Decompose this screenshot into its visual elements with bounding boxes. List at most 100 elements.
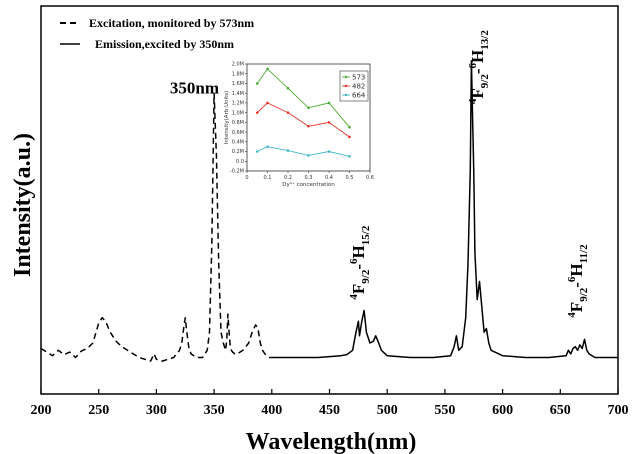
transition-label: 4F9/2-6H13/2 xyxy=(467,30,491,104)
inset-point-573 xyxy=(327,101,331,105)
inset-y-tick-label: 1.8M xyxy=(232,71,244,77)
legend-label-excitation: Excitation, monitored by 573nm xyxy=(89,16,254,30)
x-tick-label: 650 xyxy=(550,403,571,418)
inset-y-tick-label: 2.0M xyxy=(232,62,244,68)
inset-y-tick-label: 0.0 xyxy=(236,159,244,165)
x-tick-label: 700 xyxy=(608,403,629,418)
inset-point-482 xyxy=(286,111,290,114)
peak-annotation: 350nm xyxy=(170,78,219,97)
inset-y-tick-label: 1.2M xyxy=(232,101,244,107)
transition-label-base2: H xyxy=(567,263,586,276)
transition-label-dash: - xyxy=(349,264,368,270)
transition-label-base2: H xyxy=(468,50,487,63)
inset-y-tick-label: 0.4M xyxy=(232,140,244,146)
transition-annotation: 4F9/2-6H15/2 xyxy=(348,225,372,299)
transition-label-dash: - xyxy=(468,68,487,74)
transition-label-sub2: 15/2 xyxy=(360,225,372,245)
inset-x-tick-label: 0.5 xyxy=(346,175,354,181)
transition-label-prefix2: 6 xyxy=(566,276,578,282)
inset-point-482 xyxy=(348,135,351,139)
inset-y-tick-label: 1.6M xyxy=(232,81,244,87)
transition-label-prefix: 4 xyxy=(566,312,578,318)
transition-label-dash: - xyxy=(567,282,586,288)
x-tick-label: 250 xyxy=(88,403,109,418)
inset-point-664 xyxy=(286,149,290,152)
inset-point-664 xyxy=(348,155,351,158)
inset-point-573 xyxy=(266,67,269,71)
inset-chart: 0 0.1 0.2 0.3 0.4 0.5 0.6 -0.2M 0.0 0.2M 0.4M 0.6M 0… xyxy=(224,62,374,188)
series-line-excitation xyxy=(40,92,272,362)
inset-legend-marker-482 xyxy=(344,84,348,88)
inset-y-tick-label: 0.8M xyxy=(232,120,244,126)
inset-series-line-573 xyxy=(256,68,350,128)
inset-point-573 xyxy=(348,125,351,129)
inset-point-664 xyxy=(327,150,331,153)
inset-y-tick-label: -0.2M xyxy=(230,169,244,175)
x-tick-label: 600 xyxy=(492,403,513,418)
inset-x-tick-label: 0.4 xyxy=(325,175,333,181)
transition-label-sub: 9/2 xyxy=(360,269,372,284)
main-annotations: 350nm4F9/2-6H15/24F9/2-6H13/24F9/2-6H11/… xyxy=(170,30,590,318)
y-axis-label: Intensity(a.u.) xyxy=(10,133,36,277)
inset-point-664 xyxy=(255,150,259,153)
inset-point-573 xyxy=(286,87,290,90)
legend-label-emission: Emission,excited by 350nm xyxy=(95,37,234,51)
transition-label-base: F xyxy=(349,284,368,294)
transition-label-prefix2: 6 xyxy=(348,258,360,264)
inset-y-tick-label: 0.6M xyxy=(232,130,244,136)
inset-legend-marker-664 xyxy=(344,93,348,97)
transition-label-prefix: 4 xyxy=(467,98,479,104)
inset-x-axis-label: Dy³⁺ concentration xyxy=(282,181,335,188)
inset-y-tick-label: 1.4M xyxy=(232,91,244,97)
x-tick-label: 450 xyxy=(319,403,340,418)
x-tick-label: 400 xyxy=(261,403,282,418)
inset-legend-box xyxy=(339,70,369,102)
transition-label-sub2: 11/2 xyxy=(578,244,590,263)
x-tick-label: 350 xyxy=(204,403,225,418)
inset-x-tick-label: 0.1 xyxy=(264,175,272,181)
transition-label-sub2: 13/2 xyxy=(479,30,491,50)
inset-x-tick-label: 0.2 xyxy=(284,175,292,181)
main-legend: Excitation, monitored by 573nm Emission,… xyxy=(60,16,254,51)
transition-label: 4F9/2-6H11/2 xyxy=(566,244,590,318)
transition-label: 4F9/2-6H15/2 xyxy=(348,225,372,299)
inset-point-573 xyxy=(255,82,259,85)
transition-label-base: F xyxy=(567,302,586,312)
inset-x-tick-label: 0 xyxy=(245,175,248,181)
inset-point-482 xyxy=(255,111,259,114)
transition-label-base: F xyxy=(468,88,487,98)
x-tick-label: 200 xyxy=(31,403,52,418)
transition-label-prefix: 4 xyxy=(348,294,360,300)
transition-label-sub: 9/2 xyxy=(578,287,590,302)
series-line-emission xyxy=(271,59,618,359)
transition-label-sub: 9/2 xyxy=(479,74,491,89)
inset-series-line-482 xyxy=(256,102,350,138)
transition-label-prefix2: 6 xyxy=(467,62,479,68)
inset-point-482 xyxy=(327,121,331,124)
inset-legend-label-573: 573 xyxy=(352,73,365,81)
inset-y-axis-label: Intensity(Arb.Units) xyxy=(224,91,230,145)
transition-annotation: 4F9/2-6H11/2 xyxy=(566,244,590,318)
main-x-axis: 200 250 300 350 400 450 500 550 600 650 700 xyxy=(31,389,629,418)
inset-legend-marker-573 xyxy=(344,75,348,79)
inset-series-line-664 xyxy=(257,146,350,157)
x-tick-label: 500 xyxy=(377,403,398,418)
transition-annotation: 4F9/2-6H13/2 xyxy=(467,30,491,104)
inset-point-664 xyxy=(266,145,269,148)
inset-point-664 xyxy=(307,154,310,157)
inset-x-tick-label: 0.6 xyxy=(366,175,374,181)
x-axis-label: Wavelength(nm) xyxy=(246,429,417,454)
x-tick-label: 550 xyxy=(434,403,455,418)
transition-label-base2: H xyxy=(349,245,368,258)
inset-point-482 xyxy=(307,124,310,128)
inset-y-tick-label: 0.2M xyxy=(232,149,244,155)
inset-x-tick-label: 0.3 xyxy=(305,175,313,181)
main-series-layer xyxy=(40,59,618,362)
inset-y-tick-label: 1.0M xyxy=(232,110,244,116)
inset-point-573 xyxy=(307,106,310,110)
inset-legend-label-664: 664 xyxy=(352,91,366,99)
inset-legend-label-482: 482 xyxy=(352,82,365,90)
x-tick-label: 300 xyxy=(146,403,167,418)
inset-point-482 xyxy=(266,101,269,105)
